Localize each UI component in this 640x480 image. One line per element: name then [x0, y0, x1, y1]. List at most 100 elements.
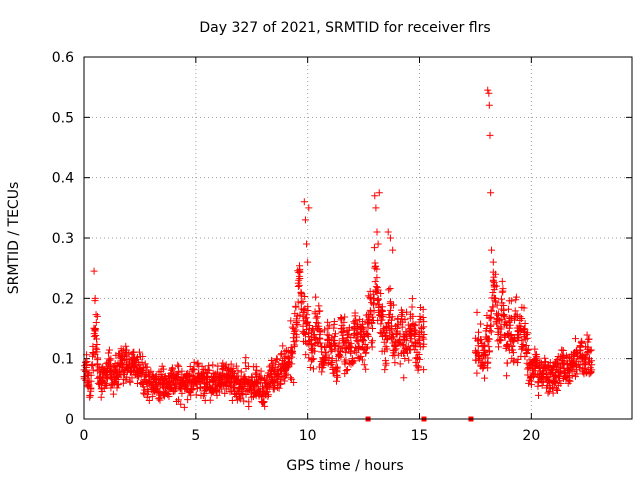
data-point [342, 367, 350, 375]
data-point [369, 325, 377, 332]
data-point [128, 374, 136, 382]
data-point [209, 361, 217, 369]
data-point [403, 308, 411, 316]
data-point [104, 349, 112, 357]
data-point [292, 337, 300, 345]
data-point [384, 318, 392, 326]
data-point [532, 355, 540, 363]
data-point [380, 325, 388, 332]
data-point [96, 373, 104, 381]
data-point [400, 349, 408, 357]
data-point [413, 355, 421, 363]
data-point [300, 198, 308, 206]
data-point [506, 321, 514, 329]
data-point [498, 288, 506, 296]
data-point [305, 322, 313, 330]
data-point [343, 365, 351, 373]
data-point [498, 277, 506, 285]
data-point [165, 392, 173, 400]
data-point [554, 373, 562, 381]
data-point [584, 335, 592, 343]
data-point [546, 359, 554, 367]
data-point [232, 362, 240, 370]
data-point [167, 373, 175, 381]
data-point [181, 385, 189, 393]
data-point [87, 385, 95, 393]
data-point [301, 293, 309, 301]
data-point [371, 264, 379, 272]
data-point [557, 379, 565, 387]
data-point [480, 352, 488, 360]
data-point [548, 384, 556, 392]
data-point [237, 379, 245, 387]
data-point [346, 343, 354, 351]
data-point [476, 355, 484, 363]
data-point [396, 330, 404, 338]
data-point [301, 338, 309, 346]
data-point [335, 343, 343, 351]
data-point [125, 361, 133, 369]
data-point [283, 371, 291, 379]
data-point [370, 244, 378, 252]
data-point [163, 379, 171, 387]
data-point [366, 306, 374, 314]
data-point [541, 361, 549, 369]
data-point [480, 349, 488, 357]
data-point [390, 301, 398, 309]
data-point [125, 349, 133, 357]
data-point [89, 342, 97, 350]
data-point [375, 189, 383, 197]
data-point [494, 325, 502, 332]
data-point [278, 350, 286, 358]
data-point [307, 340, 315, 348]
data-point [114, 373, 122, 381]
data-point [364, 331, 372, 339]
data-point [521, 353, 529, 361]
data-point [377, 306, 385, 314]
data-point [180, 403, 188, 411]
data-point [159, 365, 167, 373]
data-point [89, 366, 97, 374]
data-point [290, 343, 298, 351]
data-point [333, 367, 341, 375]
data-point [86, 393, 94, 401]
data-point [207, 385, 215, 393]
data-point [174, 373, 182, 381]
data-point [219, 373, 227, 381]
data-point [115, 350, 123, 358]
data-point [387, 298, 395, 306]
data-point [586, 355, 594, 363]
data-point [306, 363, 314, 371]
data-point [498, 295, 506, 303]
data-point [318, 368, 326, 376]
data-point [232, 393, 240, 401]
y-tick-label: 0.3 [52, 231, 74, 247]
data-point [92, 331, 100, 339]
data-point [205, 362, 213, 370]
data-point [568, 372, 576, 380]
data-point [301, 216, 309, 224]
data-point [503, 372, 511, 380]
data-point [236, 394, 244, 402]
data-point [331, 337, 339, 345]
data-point [203, 373, 211, 381]
data-point [206, 396, 214, 404]
data-point [527, 373, 535, 381]
data-point [543, 373, 551, 381]
data-point [485, 89, 493, 97]
data-point [205, 379, 213, 387]
data-point [177, 400, 185, 408]
data-point [409, 312, 417, 320]
data-point [253, 366, 261, 374]
data-point [521, 319, 529, 327]
data-point [308, 355, 316, 363]
data-point [561, 373, 569, 381]
data-point [129, 355, 137, 363]
data-point [289, 350, 297, 358]
data-point [401, 316, 409, 324]
data-point [360, 325, 368, 333]
data-point [303, 240, 311, 248]
data-point [419, 314, 427, 322]
data-point [382, 343, 390, 351]
data-point [311, 347, 319, 355]
